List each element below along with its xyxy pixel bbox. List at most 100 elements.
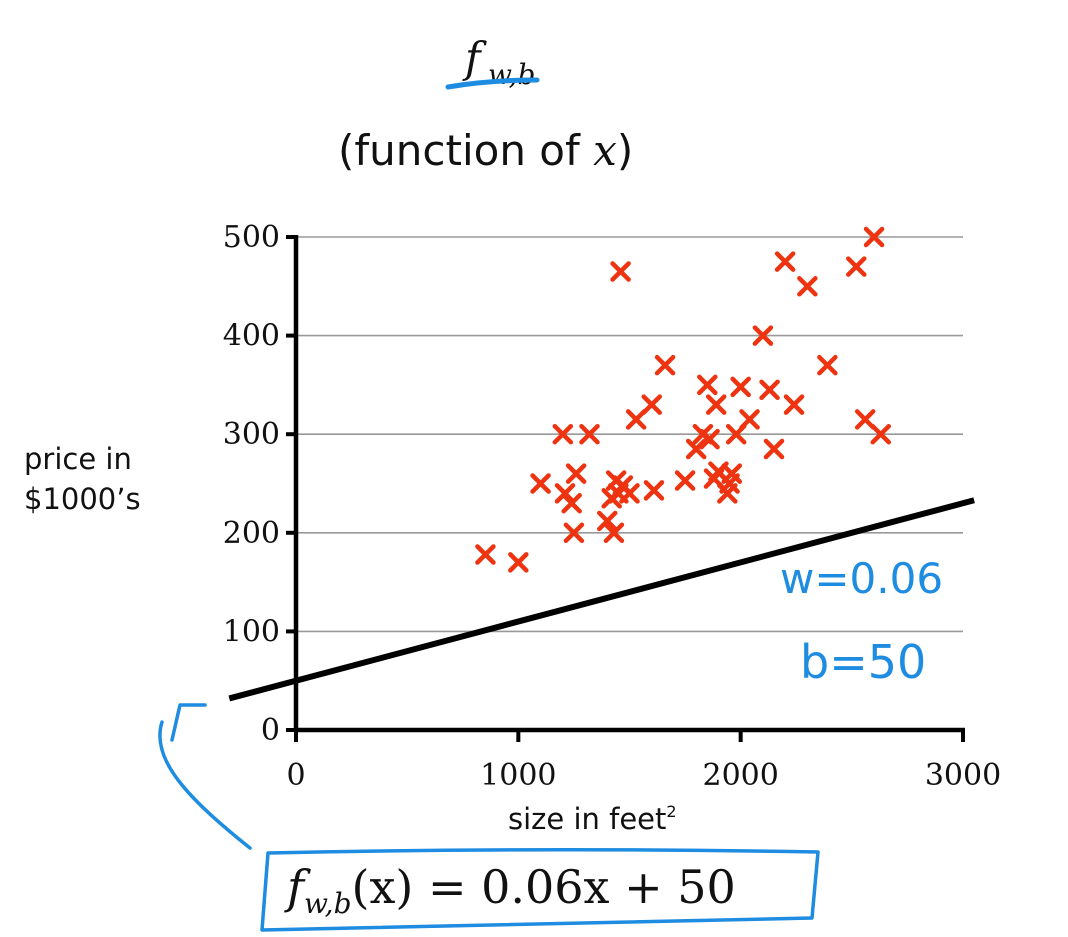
data-point [508, 552, 529, 573]
data-point [641, 394, 662, 415]
data-point-stroke [641, 394, 662, 415]
intercept-arrowhead-icon [170, 703, 207, 742]
data-point-stroke [508, 552, 529, 573]
data-point [563, 522, 585, 544]
data-point [565, 463, 587, 484]
data-point-stroke [783, 394, 805, 415]
data-point [643, 480, 665, 501]
data-point [530, 473, 551, 494]
subtitle-suffix: ) [617, 126, 633, 175]
x-axis-label-text: size in feet [508, 802, 666, 836]
data-point [817, 354, 838, 376]
data-point [705, 394, 727, 415]
x-tick-label: 2000 [702, 758, 778, 793]
subtitle: (function of x) [338, 126, 633, 175]
title-function-subscript: w,b [488, 58, 535, 91]
title-underline-stroke [445, 77, 540, 90]
data-point [619, 483, 640, 504]
data-point [685, 438, 707, 460]
data-point-stroke [610, 261, 631, 282]
x-axis-label: size in feet2 [508, 802, 677, 836]
data-point [752, 325, 774, 346]
data-point [730, 376, 751, 398]
data-point-stroke [475, 544, 496, 565]
y-tick-label: 200 [223, 516, 280, 551]
x-tick-label: 1000 [480, 758, 556, 793]
tick-labels: 0 100 200 300 400 500 0 1000 2000 3000 [223, 220, 1001, 793]
data-point-stroke [817, 354, 838, 376]
data-point [561, 492, 582, 514]
data-point-stroke [705, 394, 727, 415]
data-point-stroke [552, 423, 574, 445]
title-function-symbol: f [462, 33, 487, 82]
chart-title: f w,b (function of x) [338, 33, 633, 175]
data-point [475, 544, 496, 565]
y-tick-label: 500 [223, 220, 280, 255]
data-point-stroke [797, 276, 818, 297]
data-point-stroke [759, 379, 780, 401]
data-points [475, 226, 891, 573]
data-point-stroke [752, 325, 774, 346]
data-point [783, 394, 805, 415]
data-point [603, 522, 625, 544]
x-axis-label-superscript: 2 [666, 802, 676, 821]
data-point [674, 470, 696, 491]
subtitle-variable: x [593, 126, 617, 175]
data-point [759, 379, 780, 401]
data-point-stroke [561, 492, 582, 514]
data-point [797, 276, 818, 297]
y-axis-label-line2: $1000’s [24, 482, 141, 516]
regression-line [228, 497, 975, 702]
data-point [552, 423, 574, 445]
data-point [774, 251, 796, 272]
data-point [870, 423, 891, 445]
formula-box-outline [260, 847, 820, 932]
formula-expression: (x) = 0.06x + 50 [352, 860, 736, 914]
data-point-stroke [565, 463, 587, 484]
intercept-arrow-curve [158, 720, 252, 850]
data-point-stroke [685, 438, 707, 460]
data-point [763, 438, 785, 460]
w-annotation: w=0.06 [780, 554, 943, 603]
b-annotation: b=50 [800, 635, 926, 689]
data-point-stroke [697, 374, 718, 396]
data-point-stroke [563, 522, 585, 544]
data-point-stroke [854, 409, 876, 430]
data-point-stroke [625, 409, 647, 430]
x-tick-label: 0 [286, 758, 305, 793]
data-point-stroke [870, 423, 891, 445]
data-point [697, 374, 718, 396]
data-point-stroke [721, 463, 743, 484]
data-point-stroke [774, 251, 796, 272]
data-point-stroke [603, 522, 625, 544]
formula-subscript: w,b [304, 887, 351, 920]
y-tick-label: 300 [223, 417, 280, 452]
data-point-stroke [597, 510, 618, 532]
data-point [699, 428, 720, 450]
data-point [610, 261, 631, 282]
data-point-stroke [554, 483, 576, 504]
data-point-stroke [654, 354, 676, 376]
gridlines [296, 236, 963, 633]
data-point-stroke [846, 256, 867, 277]
data-point [654, 354, 676, 376]
data-point [625, 409, 647, 430]
data-point-stroke [863, 226, 885, 248]
y-tick-label: 400 [223, 319, 280, 354]
y-axis-label-line1: price in [24, 442, 132, 476]
data-point-stroke [643, 480, 665, 501]
data-point [597, 510, 618, 532]
y-tick-label: 100 [223, 614, 280, 649]
data-point [579, 423, 600, 445]
data-point [854, 409, 876, 430]
data-point-stroke [674, 470, 696, 491]
data-point [863, 226, 885, 248]
data-point [846, 256, 867, 277]
data-point [739, 409, 760, 430]
axes [286, 235, 965, 742]
data-point-stroke [530, 473, 551, 494]
regression-line-group [228, 497, 975, 702]
subtitle-prefix: (function of [338, 126, 593, 175]
data-point-stroke [619, 483, 640, 504]
